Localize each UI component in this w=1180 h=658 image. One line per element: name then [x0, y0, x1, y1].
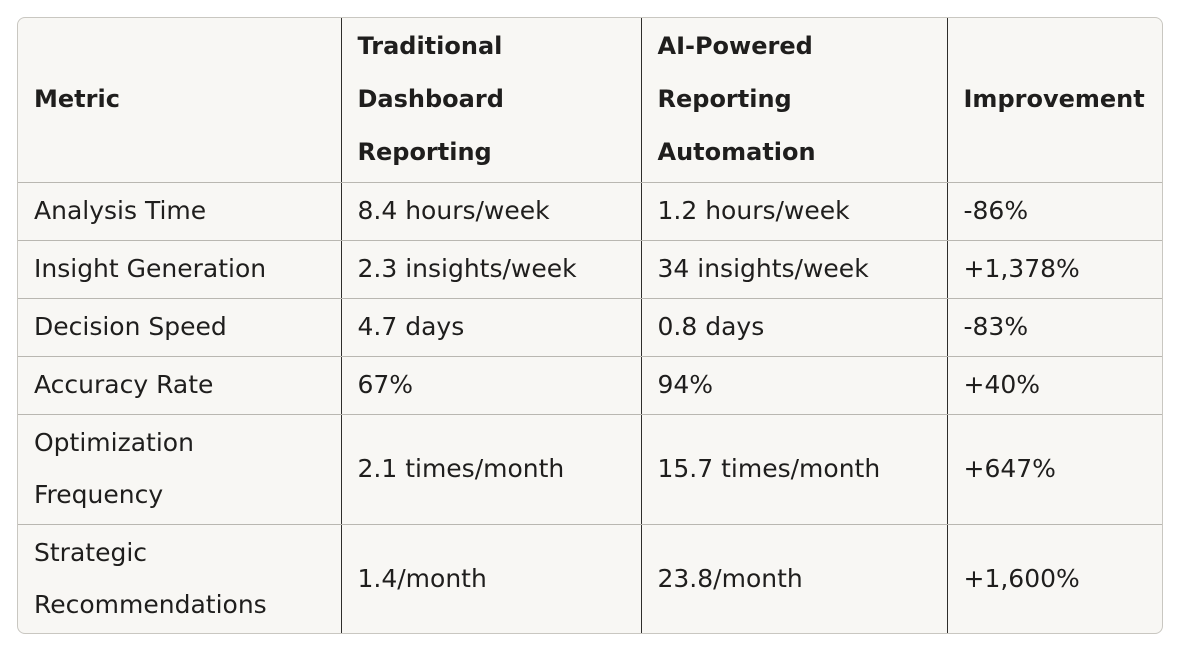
header-improvement: Improvement [947, 18, 1162, 183]
cell-traditional: 1.4/month [341, 524, 642, 633]
cell-ai-powered: 0.8 days [641, 298, 948, 357]
comparison-table: Metric Traditional Dashboard Reporting A… [18, 18, 1162, 633]
cell-metric: Accuracy Rate [18, 356, 342, 415]
cell-traditional: 8.4 hours/week [341, 182, 642, 241]
cell-metric: Insight Generation [18, 240, 342, 299]
cell-improvement: +1,600% [963, 564, 1080, 594]
cell-ai-powered: 1.2 hours/week [641, 182, 948, 241]
cell-ai-powered: 15.7 times/month [641, 414, 948, 525]
comparison-table-container: Metric Traditional Dashboard Reporting A… [17, 17, 1163, 634]
table-row: Optimization Frequency 2.1 times/month 1… [18, 414, 1162, 525]
cell-traditional: 2.3 insights/week [341, 240, 642, 299]
cell-traditional: 67% [341, 356, 642, 415]
cell-metric: Analysis Time [18, 182, 342, 241]
cell-improvement: -86% [947, 182, 1162, 241]
cell-improvement: -83% [947, 298, 1162, 357]
header-traditional-dashboard-reporting: Traditional Dashboard Reporting [341, 18, 642, 183]
cell-improvement: +647% [947, 414, 1162, 525]
cell-metric: Optimization Frequency [18, 414, 342, 525]
cell-ai-powered: 23.8/month [641, 524, 948, 633]
header-ai-powered-reporting-automation: AI-Powered Reporting Automation [641, 18, 948, 183]
cell-ai-powered: 94% [641, 356, 948, 415]
table-row: Analysis Time 8.4 hours/week 1.2 hours/w… [18, 182, 1162, 241]
cell-metric: Strategic Recommendations [18, 524, 342, 633]
cell-traditional: 4.7 days [341, 298, 642, 357]
table-row: Strategic Recommendations 1.4/month 23.8… [18, 524, 1162, 633]
cell-traditional: 2.1 times/month [341, 414, 642, 525]
table-row: Accuracy Rate 67% 94% +40% [18, 356, 1162, 415]
table-row: Insight Generation 2.3 insights/week 34 … [18, 240, 1162, 299]
header-metric: Metric [18, 18, 342, 183]
cell-improvement: +1,378% [947, 240, 1162, 299]
cell-ai-powered: 34 insights/week [641, 240, 948, 299]
cell-improvement: +40% [947, 356, 1162, 415]
cell-metric: Decision Speed [18, 298, 342, 357]
table-header-row: Metric Traditional Dashboard Reporting A… [18, 18, 1162, 183]
table-row: Decision Speed 4.7 days 0.8 days -83% [18, 298, 1162, 357]
